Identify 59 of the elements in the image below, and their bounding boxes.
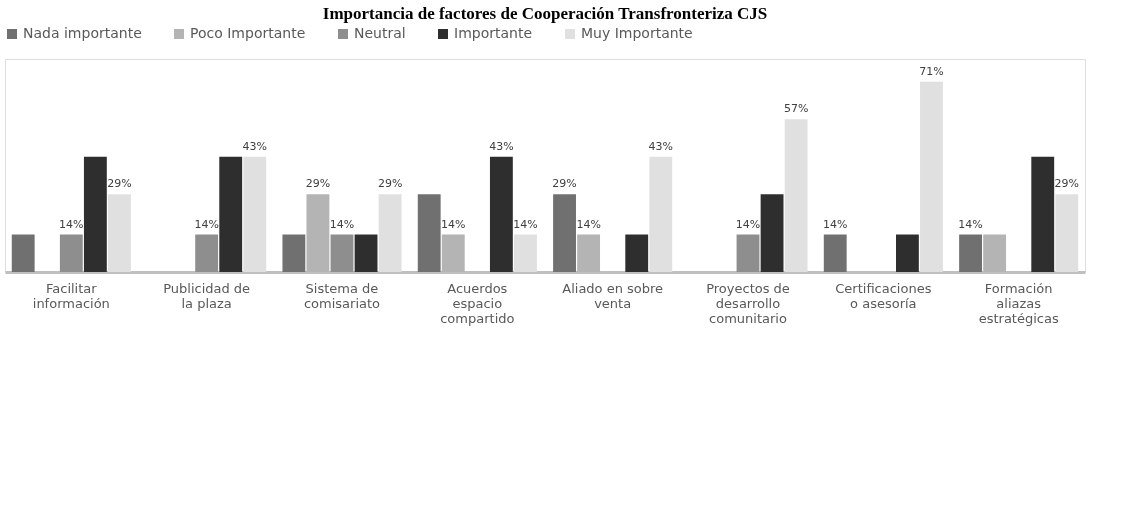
bar [378, 194, 402, 272]
x-tick-label: Aliado en sobre venta [562, 280, 664, 311]
data-label: 43% [648, 139, 674, 153]
bar [330, 234, 354, 272]
bar [219, 156, 243, 272]
data-label: 57% [783, 102, 809, 116]
data-label: 14% [441, 217, 466, 231]
data-label: 14% [823, 217, 848, 231]
bar [823, 234, 847, 272]
data-label: 43% [489, 139, 514, 153]
bar [83, 156, 107, 272]
data-label: 29% [107, 177, 132, 191]
bar [417, 194, 441, 272]
data-label: 14% [329, 217, 355, 231]
legend-label: Muy Importante [581, 25, 693, 41]
bar [920, 81, 943, 272]
bar [11, 234, 35, 272]
legend-label: Poco Importante [190, 25, 306, 41]
legend-label: Nada importante [23, 25, 142, 41]
bar [59, 234, 83, 272]
bar [108, 194, 131, 272]
data-label: 29% [1054, 177, 1080, 191]
bar [760, 194, 784, 272]
data-label: 14% [513, 217, 538, 231]
data-label: 29% [377, 177, 403, 191]
chart-title: Importancia de factores de Cooperación Transfronteriza CJS [322, 4, 768, 23]
legend-label: Importante [454, 25, 533, 41]
bar [1055, 194, 1079, 272]
bar [195, 234, 219, 272]
data-label: 14% [735, 217, 761, 231]
data-label: 14% [194, 217, 219, 231]
bar [736, 234, 760, 272]
bar [959, 234, 982, 272]
bar [895, 234, 919, 272]
bar [649, 156, 673, 272]
data-label: 14% [576, 217, 601, 231]
bar [1031, 156, 1055, 272]
data-label: 71% [919, 64, 944, 78]
data-label: 29% [305, 177, 331, 191]
bar [553, 194, 576, 272]
x-tick-label: Acuerdos espacio compartido [440, 280, 515, 326]
data-label: 14% [59, 217, 84, 231]
x-tick-label: Formación aliazas estratégicas [978, 280, 1059, 326]
x-tick-label: Sistema de comisariato [303, 280, 381, 311]
bar [243, 156, 267, 272]
data-label: 14% [958, 217, 983, 231]
x-tick-label: Facilitar información [32, 280, 110, 311]
bar [514, 234, 537, 272]
bar [784, 119, 808, 272]
bar [625, 234, 649, 272]
x-tick-label: Publicidad de la plaza [163, 280, 251, 311]
bar [282, 234, 306, 272]
legend-label: Neutral [354, 25, 406, 41]
bar [354, 234, 378, 272]
data-label: 29% [552, 177, 577, 191]
data-label: 43% [242, 139, 267, 153]
x-tick-label: Certificaciones o asesoría [835, 280, 932, 311]
x-tick-label: Proyectos de desarrollo comunitario [706, 280, 790, 326]
bar [489, 156, 513, 272]
